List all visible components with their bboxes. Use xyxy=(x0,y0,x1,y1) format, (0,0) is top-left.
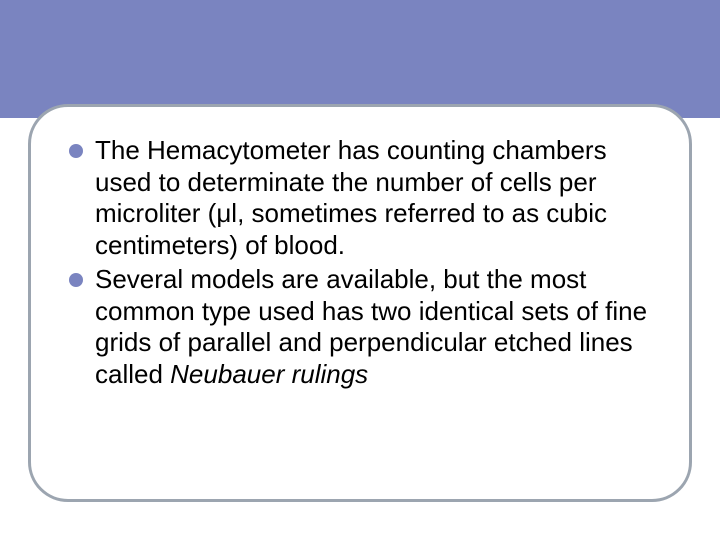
list-item: The Hemacytometer has counting chambers … xyxy=(67,135,653,262)
bullet-italic: Neubauer rulings xyxy=(170,359,368,389)
header-band xyxy=(0,0,720,118)
bullet-list: The Hemacytometer has counting chambers … xyxy=(67,135,653,391)
slide: The Hemacytometer has counting chambers … xyxy=(0,0,720,540)
list-item: Several models are available, but the mo… xyxy=(67,264,653,391)
content-box: The Hemacytometer has counting chambers … xyxy=(28,104,692,502)
bullet-text: The Hemacytometer has counting chambers … xyxy=(95,135,607,260)
